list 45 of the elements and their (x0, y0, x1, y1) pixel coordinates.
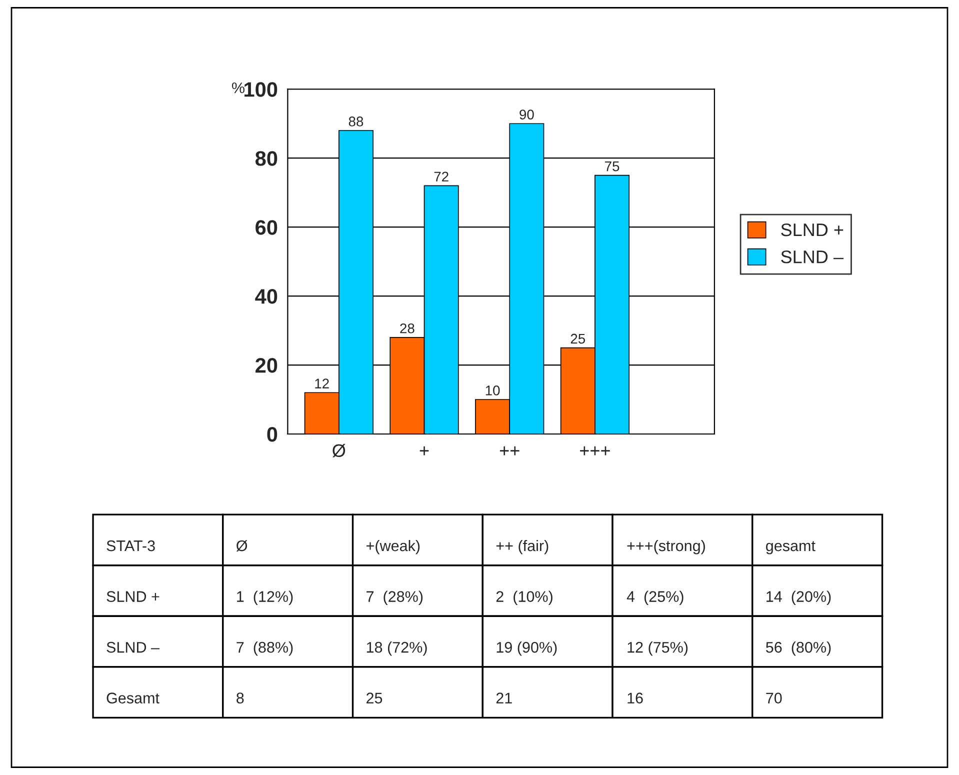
legend-label: SLND – (781, 250, 844, 264)
text: 14 (20%) (766, 590, 831, 605)
data-label: 25 (570, 334, 586, 344)
text: 21 (496, 692, 512, 704)
text: 18 (72%) (366, 642, 427, 656)
x-tick-label: + (420, 446, 429, 456)
data-label: 88 (348, 116, 364, 126)
x-tick-label: Ø (332, 444, 346, 458)
text: 56 (80%) (766, 642, 831, 656)
text: 19 (90%) (496, 642, 557, 656)
text: SLND + (106, 591, 160, 602)
legend-label: SLND + (781, 223, 844, 236)
text: Ø (236, 540, 248, 552)
data-label: 28 (400, 323, 414, 334)
text: 4 (25%) (626, 590, 684, 605)
text: ++ (fair) (496, 540, 548, 554)
data-label: 72 (434, 172, 448, 182)
text: 12 (75%) (628, 642, 688, 656)
y-tick-label: 60 (256, 220, 278, 235)
y-axis-title: % (232, 82, 244, 94)
text: Gesamt (106, 692, 160, 704)
text: STAT-3 (106, 540, 155, 552)
text: 16 (628, 692, 643, 704)
text: 2 (10%) (496, 590, 552, 605)
data-label: 12 (315, 378, 329, 388)
x-tick-label: +++ (580, 446, 610, 456)
y-tick-label: 20 (256, 358, 278, 373)
x-tick-label: ++ (500, 446, 520, 456)
text: SLND – (106, 642, 160, 653)
text: gesamt (766, 541, 816, 554)
text: 7 (28%) (366, 590, 423, 605)
text: +++(strong) (627, 540, 705, 554)
y-tick-label: 40 (255, 289, 278, 304)
text: +(weak) (366, 540, 420, 554)
text: 8 (236, 692, 244, 704)
y-tick-label: 0 (267, 427, 278, 442)
y-tick-label: 100 (244, 82, 278, 97)
text: 25 (366, 692, 382, 704)
text: 70 (766, 692, 782, 704)
y-tick-label: 80 (255, 151, 278, 166)
data-label: 90 (520, 110, 534, 120)
text: 7 (88%) (236, 642, 293, 656)
text: 1 (12%) (237, 590, 293, 605)
data-label: 75 (605, 162, 620, 172)
data-label: 10 (486, 386, 500, 396)
